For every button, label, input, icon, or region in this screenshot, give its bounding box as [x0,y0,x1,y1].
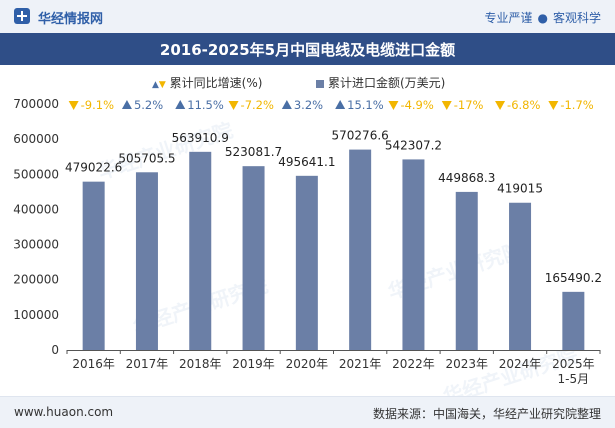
bar [562,291,585,350]
growth-value-label: -7.2% [241,98,274,112]
bar-value-label: 505705.5 [118,151,175,165]
growth-value-label: -17% [454,98,484,112]
growth-down-marker [441,101,452,110]
x-tick-label: 2017年 [126,357,169,371]
chart-title: 2016-2025年5月中国电线及电缆进口金额 [159,41,456,59]
legend-amount-label: 累计进口金额(万美元) [328,76,446,90]
slogan-a: 专业严谨 [484,11,533,25]
x-tick-label: 2022年 [392,357,435,371]
growth-down-marker [495,101,506,110]
bar-chart: 0 100000 200000 300000 400000 500000 600000 700… [13,97,602,386]
bar-value-label: 479022.6 [65,161,122,175]
bar-swatch-icon [316,79,324,88]
slogan: 专业严谨 ● 客观科学 [484,9,601,26]
legend-growth: ▲▼ 累计同比增速(%) [152,74,262,91]
growth-up-marker [175,100,186,109]
y-tick-label: 600000 [13,132,59,146]
bar-value-label: 542307.2 [385,138,442,152]
bar [189,151,212,350]
growth-up-marker [335,100,346,109]
growth-value-label: -4.9% [400,98,433,112]
x-tick-label: 2020年 [286,357,329,371]
growth-value-label: -6.8% [507,98,540,112]
y-tick-label: 700000 [13,97,59,111]
growth-up-marker [121,100,132,109]
slogan-b: 客观科学 [552,11,601,25]
growth-value-label: 11.5% [187,98,224,112]
growth-down-marker [68,101,79,110]
bar [295,175,318,350]
y-tick-label: 0 [51,343,59,357]
growth-value-label: -1.7% [560,98,593,112]
triangle-down-icon: ▼ [158,80,166,90]
bar-value-label: 419015 [497,182,543,196]
bar [509,202,532,350]
bar [402,159,425,350]
title-bar: 2016-2025年5月中国电线及电缆进口金额 [0,33,615,65]
x-tick-label: 2024年 [499,357,542,371]
footer-bar: www.huaon.com 数据来源：中国海关，华经产业研究院整理 [0,396,615,428]
x-tick-label: 2019年 [232,357,275,371]
y-tick-label: 400000 [13,202,59,216]
bar [135,172,158,350]
legend-amount: 累计进口金额(万美元) [316,74,445,91]
slogan-separator: ● [537,11,548,25]
x-tick-label: 2021年 [339,357,382,371]
x-tick-label: 2016年 [72,357,115,371]
bar-value-label: 563910.9 [172,131,229,145]
y-tick-label: 300000 [13,238,59,252]
data-source: 数据来源：中国海关，华经产业研究院整理 [372,407,601,421]
growth-value-label: 5.2% [134,98,163,112]
bar-value-label: 165490.2 [545,271,602,285]
x-tick-label: 2018年 [179,357,222,371]
y-tick-label: 100000 [13,308,59,322]
brand-name: 华经情报网 [38,12,104,27]
legend-growth-label: 累计同比增速(%) [169,76,263,90]
growth-value-label: 3.2% [294,98,323,112]
chart-legend: ▲▼ 累计同比增速(%) 累计进口金额(万美元) [0,72,615,92]
x-tick-label: 2025年 1-5月 [552,357,595,386]
x-tick-label: 2023年 [445,357,488,371]
growth-value-label: 15.1% [347,98,384,112]
bar-value-label: 523081.7 [225,145,282,159]
growth-down-marker [228,101,239,110]
bar [82,181,105,350]
growth-down-marker [388,101,399,110]
growth-value-label: -9.1% [81,98,114,112]
bar [455,191,478,350]
bar-value-label: 570276.6 [332,129,389,143]
bar [242,166,265,350]
bar-value-label: 495641.1 [278,155,335,169]
growth-down-marker [548,101,559,110]
triangle-up-icon: ▲ [152,80,159,90]
website-link[interactable]: www.huaon.com [14,405,114,419]
y-tick-label: 500000 [13,167,59,181]
bar-value-label: 449868.3 [438,171,495,185]
growth-up-marker [281,100,292,109]
y-tick-label: 200000 [13,273,59,287]
huajing-logo-icon [14,8,30,24]
bar [349,149,372,350]
